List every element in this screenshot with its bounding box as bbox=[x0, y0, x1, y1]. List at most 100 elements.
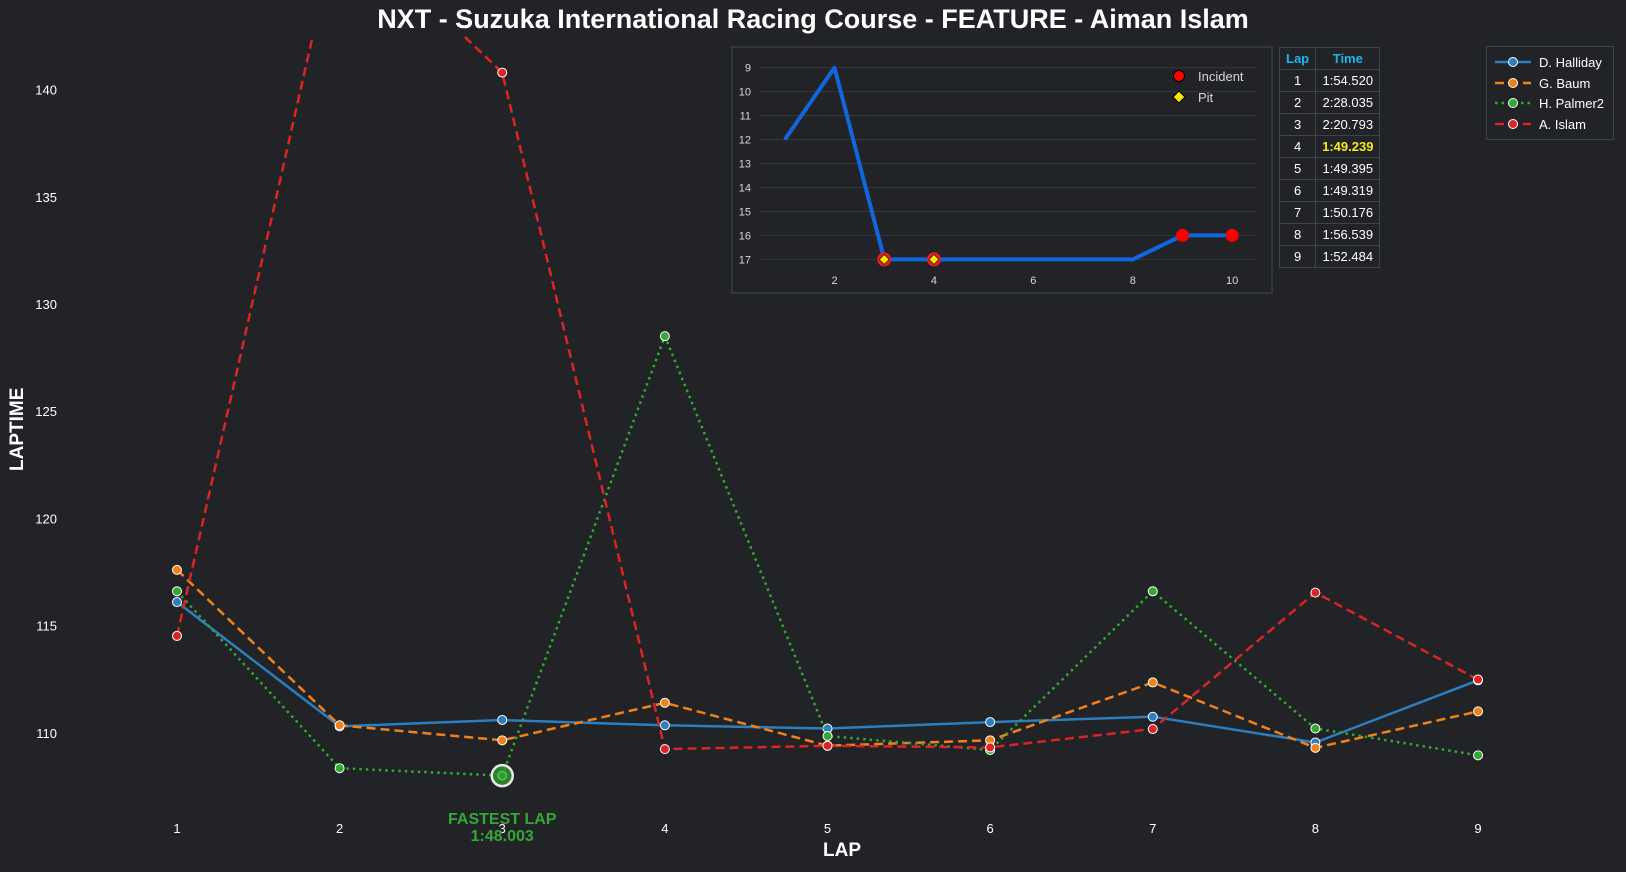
legend-marker bbox=[1508, 118, 1518, 129]
lap-table-row: 4 1:49.239 bbox=[1278, 135, 1381, 158]
series-legend: D. Halliday G. Baum H. Palmer2 A. Islam bbox=[1486, 46, 1614, 140]
x-tick-label: 6 bbox=[987, 821, 994, 836]
data-point bbox=[497, 735, 508, 746]
data-point bbox=[985, 742, 996, 753]
data-point bbox=[659, 331, 670, 342]
series-line bbox=[176, 568, 1479, 750]
y-tick-label: 110 bbox=[36, 726, 57, 741]
y-tick-label: 130 bbox=[35, 297, 57, 312]
pit-legend-label: Pit bbox=[1198, 90, 1214, 105]
inset-y-tick-label: 11 bbox=[740, 111, 751, 123]
legend-label: H. Palmer2 bbox=[1539, 96, 1605, 111]
x-tick-label: 5 bbox=[824, 821, 831, 836]
fastest-lap-time: 1:48.003 bbox=[471, 828, 534, 845]
lap-number-cell: 2 bbox=[1278, 91, 1317, 114]
y-tick-label: 140 bbox=[35, 83, 57, 98]
inset-x-tick-label: 4 bbox=[931, 275, 937, 287]
inset-y-tick-label: 14 bbox=[739, 182, 751, 194]
incident-legend-icon bbox=[1173, 70, 1185, 82]
lap-time-cell: 1:49.319 bbox=[1315, 179, 1381, 202]
incident-marker bbox=[1225, 228, 1239, 242]
lap-table-row: 7 1:50.176 bbox=[1278, 201, 1381, 224]
inset-y-tick-label: 10 bbox=[739, 87, 751, 99]
lap-number-cell: 6 bbox=[1278, 179, 1317, 202]
legend-marker bbox=[1508, 98, 1518, 108]
lap-table-row: 2 2:28.035 bbox=[1278, 91, 1381, 114]
chart-title: NXT - Suzuka International Racing Course… bbox=[377, 4, 1249, 34]
data-point bbox=[1147, 711, 1158, 722]
data-point bbox=[1147, 677, 1158, 688]
inset-x-tick-label: 10 bbox=[1226, 275, 1238, 287]
lap-number-cell: 8 bbox=[1278, 223, 1317, 246]
incident-legend-label: Incident bbox=[1198, 69, 1244, 84]
inset-y-tick-label: 13 bbox=[739, 159, 751, 171]
lap-number-cell: 7 bbox=[1278, 201, 1317, 224]
lap-table-row: 3 2:20.793 bbox=[1278, 113, 1381, 136]
inset-x-tick-label: 2 bbox=[831, 275, 837, 287]
x-tick-label: 9 bbox=[1474, 821, 1481, 836]
data-point bbox=[171, 597, 182, 608]
data-point bbox=[334, 720, 345, 731]
lap-time-cell: 1:52.484 bbox=[1315, 245, 1381, 268]
data-point bbox=[822, 731, 833, 742]
data-point bbox=[1473, 750, 1484, 761]
legend-swatch-icon bbox=[1495, 98, 1531, 108]
lap-number-cell: 1 bbox=[1278, 69, 1317, 92]
lap-table-row: 5 1:49.395 bbox=[1278, 157, 1381, 180]
data-point bbox=[171, 630, 182, 641]
data-point bbox=[1310, 723, 1321, 734]
x-tick-label: 2 bbox=[336, 821, 343, 836]
lap-table-row: 6 1:49.319 bbox=[1278, 179, 1381, 202]
x-tick-label: 7 bbox=[1149, 821, 1156, 836]
lap-number-cell: 9 bbox=[1278, 245, 1317, 268]
inset-x-tick-label: 6 bbox=[1030, 275, 1036, 287]
y-tick-label: 135 bbox=[35, 190, 57, 205]
lap-time-cell: 1:56.539 bbox=[1315, 223, 1381, 246]
x-tick-label: 1 bbox=[173, 821, 180, 836]
inset-y-tick-label: 12 bbox=[739, 135, 751, 147]
legend-swatch-icon bbox=[1495, 77, 1531, 88]
pit-legend-icon bbox=[1172, 90, 1186, 104]
x-axis-label: LAP bbox=[823, 840, 861, 861]
lap-column-header: Lap bbox=[1278, 47, 1317, 70]
legend-swatch-icon bbox=[1495, 118, 1531, 129]
legend-label: D. Halliday bbox=[1539, 55, 1602, 70]
y-axis-label: LAPTIME bbox=[7, 387, 28, 471]
lap-time-cell: 2:28.035 bbox=[1315, 91, 1381, 114]
lap-time-cell: 1:50.176 bbox=[1315, 201, 1381, 224]
data-point bbox=[1147, 586, 1158, 597]
lap-time-cell: 2:20.793 bbox=[1315, 113, 1381, 136]
y-tick-label: 120 bbox=[35, 511, 57, 526]
lap-number-cell: 5 bbox=[1278, 157, 1317, 180]
lap-table-row: 9 1:52.484 bbox=[1278, 245, 1381, 268]
fastest-lap-marker bbox=[490, 763, 514, 788]
lap-times-table: Lap Time 1 1:54.520 2 2:28.035 3 2:20.793 4 1:4… bbox=[1278, 47, 1381, 268]
data-point bbox=[497, 714, 508, 725]
series-line bbox=[176, 601, 1479, 744]
inset-y-tick-label: 15 bbox=[739, 206, 751, 218]
series-layer bbox=[171, 36, 1484, 781]
data-point bbox=[1310, 742, 1321, 753]
y-tick-label: 125 bbox=[35, 404, 57, 419]
data-point bbox=[1147, 724, 1158, 735]
lap-time-cell: 1:49.239 bbox=[1315, 135, 1381, 158]
data-point bbox=[659, 720, 670, 731]
inset-x-tick-label: 8 bbox=[1130, 275, 1136, 287]
inset-y-tick-label: 17 bbox=[739, 254, 751, 266]
pit-marker bbox=[928, 253, 940, 265]
inset-y-tick-label: 9 bbox=[745, 63, 751, 75]
lap-table-row: 1 1:54.520 bbox=[1278, 69, 1381, 92]
data-point bbox=[334, 763, 345, 774]
data-point bbox=[1310, 587, 1321, 598]
series-line bbox=[176, 334, 1479, 777]
x-tick-label: 3 bbox=[499, 821, 506, 836]
position-line bbox=[783, 65, 1233, 262]
inset-y-tick-label: 16 bbox=[739, 230, 751, 242]
lap-number-cell: 4 bbox=[1278, 135, 1317, 158]
data-point bbox=[1473, 674, 1484, 685]
data-point bbox=[659, 697, 670, 708]
lap-time-cell: 1:54.520 bbox=[1315, 69, 1381, 92]
pit-marker bbox=[878, 253, 890, 265]
